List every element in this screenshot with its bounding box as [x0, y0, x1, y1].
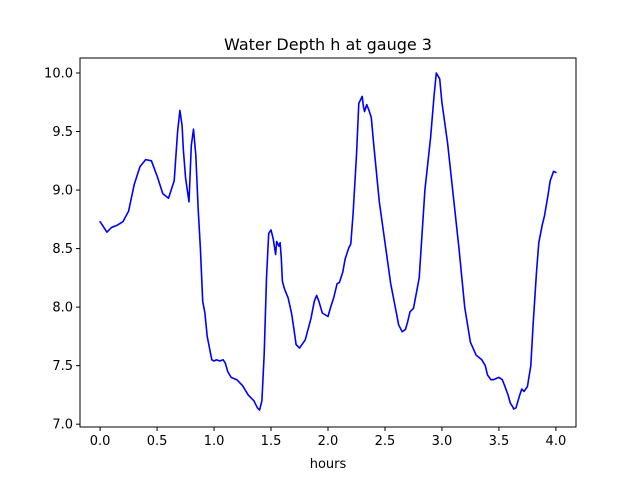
y-tick-label: 9.0 [52, 184, 73, 199]
x-axis-label: hours [310, 457, 347, 472]
series-line [99, 72, 557, 411]
x-tick-label: 2.0 [318, 434, 339, 449]
plot-area [99, 72, 557, 411]
x-tick-label: 0.5 [147, 434, 168, 449]
chart-title: Water Depth h at gauge 3 [224, 35, 432, 54]
y-tick-label: 9.5 [52, 125, 73, 140]
y-tick-label: 8.5 [52, 242, 73, 257]
x-tick-label: 3.5 [489, 434, 510, 449]
x-tick-label: 3.0 [432, 434, 453, 449]
y-tick-label: 8.0 [52, 301, 73, 316]
x-tick-label: 2.5 [375, 434, 396, 449]
x-tick-label: 1.0 [204, 434, 225, 449]
x-axis: 0.0 0.5 1.0 1.5 2.0 2.5 3.0 3.5 4.0 [90, 427, 566, 449]
x-tick-label: 4.0 [546, 434, 567, 449]
axes-frame [79, 57, 577, 428]
y-tick-label: 7.5 [52, 359, 73, 374]
y-axis: 7.0 7.5 8.0 8.5 9.0 9.5 10.0 [44, 66, 80, 433]
x-tick-label: 1.5 [261, 434, 282, 449]
x-tick-label: 0.0 [90, 434, 111, 449]
y-tick-label: 10.0 [44, 66, 73, 81]
y-tick-label: 7.0 [52, 418, 73, 433]
